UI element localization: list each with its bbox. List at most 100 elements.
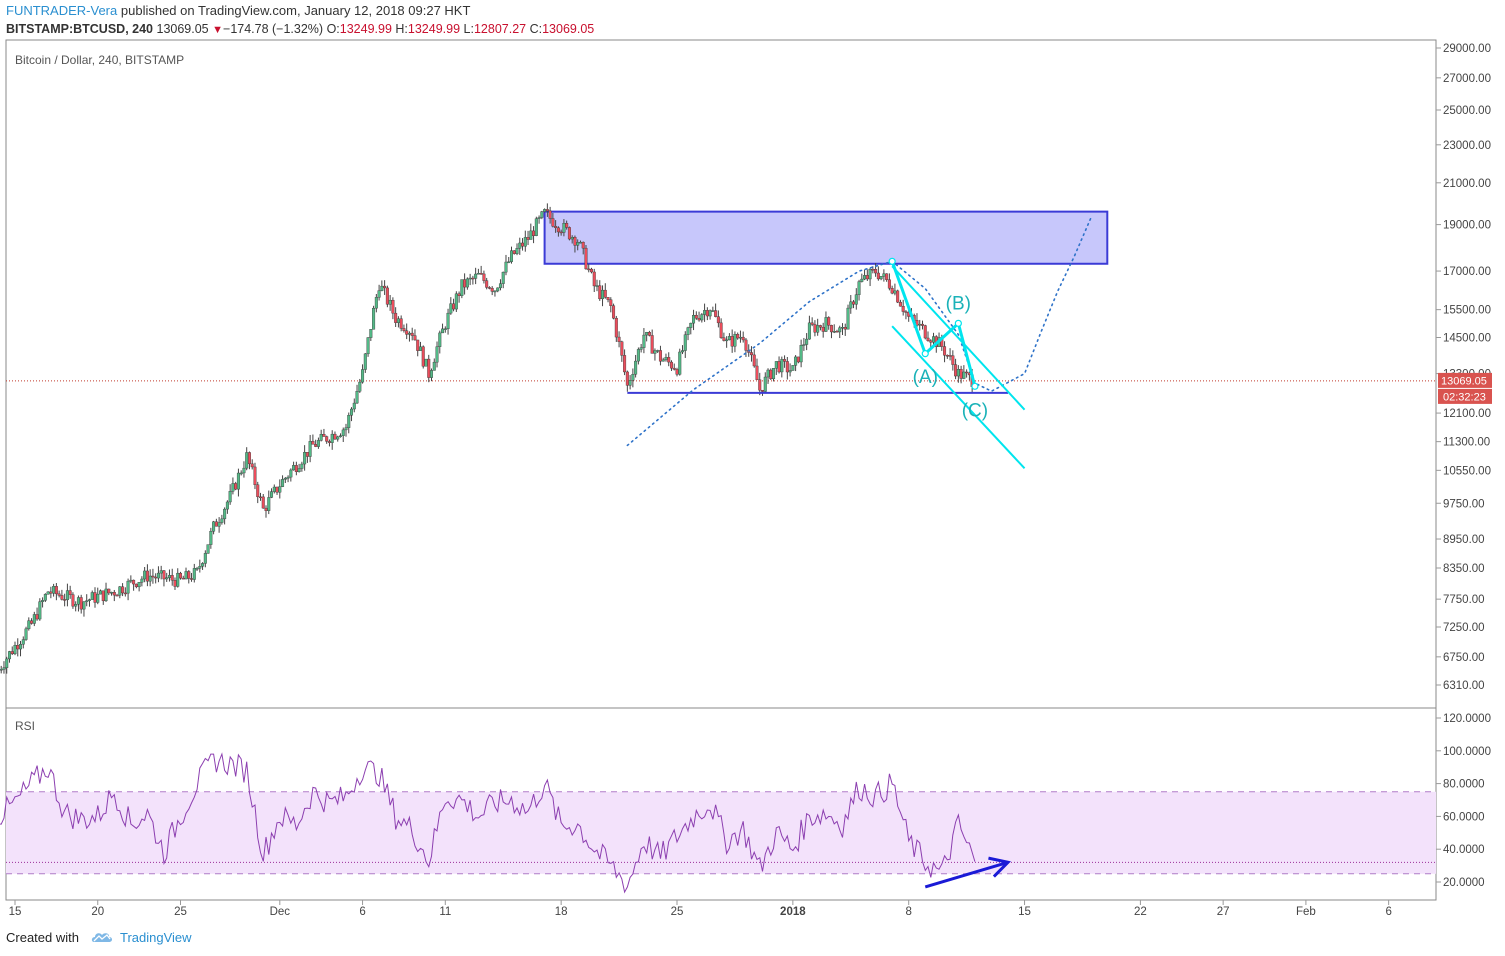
candle-up [27,620,31,630]
candle-up [159,570,163,574]
rsi-tick-label: 80.0000 [1443,779,1485,791]
candle-up [344,427,348,431]
wave-point [888,257,896,265]
candle-down [876,272,880,280]
candle-up [407,332,411,335]
candle-up [165,577,169,580]
candle-up [846,307,850,330]
candle-up [46,591,50,595]
channel-line [891,265,1026,411]
candle-up [518,242,522,249]
wave-label: (A) [913,367,938,388]
price-tick-label: 27000.00 [1443,73,1491,85]
candle-up [956,369,960,377]
candle-up [126,580,130,594]
candle-up [708,310,712,317]
candle-up [203,553,207,564]
candle-up [868,269,872,280]
candle-down [865,275,869,280]
candle-down [325,436,329,442]
wave-line [890,260,927,355]
high-label: H: [395,22,408,36]
candle-up [297,468,301,473]
candle-up [65,590,69,601]
candle-up [496,287,500,292]
candle-up [303,452,307,465]
candle-up [882,273,886,277]
candle-down [650,335,654,354]
candle-down [154,576,158,579]
candle-up [148,575,152,582]
candle-up [824,317,828,332]
candle-down [173,580,177,587]
candle-down [829,325,833,333]
candle-down [68,590,72,595]
candle-down [30,620,34,624]
candle-up [686,327,690,335]
candle-down [145,570,149,582]
candle-up [195,568,199,570]
price-tick-label: 17000.00 [1443,266,1491,278]
candle-up [763,376,767,392]
candle-down [181,577,185,580]
candle-down [101,590,105,602]
candle-down [134,583,138,588]
countdown-tag-label: 02:32:23 [1443,391,1486,403]
candle-up [860,278,864,282]
candle-up [681,350,685,353]
candle-up [308,441,312,457]
candle-up [201,563,205,567]
tradingview-link[interactable]: TradingView [120,930,192,945]
price-tick-label: 6310.00 [1443,680,1485,692]
candle-up [857,281,861,295]
wave-line [956,322,977,387]
candle-up [893,290,897,294]
time-tick-label: 18 [555,906,568,918]
candle-up [595,285,599,287]
price-tick-label: 7250.00 [1443,622,1485,634]
candle-up [601,289,605,300]
chart-frame [5,39,1437,901]
candle-up [534,218,538,236]
candle-down [394,312,398,323]
candle-up [223,508,227,520]
countdown-tag [1438,388,1492,404]
candle-up [90,592,94,600]
candle-up [493,290,497,293]
candle-down [112,591,116,596]
candle-up [766,369,770,378]
rsi-tick-label: 60.0000 [1443,811,1485,823]
candle-down [965,371,969,374]
time-tick-label: 22 [1134,906,1147,918]
candle-up [628,380,632,386]
candle-up [143,570,147,580]
candle-down [592,271,596,287]
candle-up [631,374,635,381]
candle-up [504,261,508,273]
candle-down [852,301,856,305]
candle-up [192,568,196,580]
price-tick-label: 8950.00 [1443,534,1485,546]
candle-up [774,361,778,369]
candle-up [507,261,511,263]
candle-up [476,273,480,275]
candle-up [639,347,643,350]
rsi-line [0,752,976,894]
candle-up [642,334,646,348]
candle-down [603,289,607,298]
candle-down [512,250,516,254]
price-pane: (A) (B) (C) [0,203,1436,674]
chart-canvas[interactable]: Bitcoin / Dollar, 240, BITSTAMP RSI (A)(… [0,0,1505,925]
candle-down [214,521,218,527]
candle-down [620,341,624,356]
wave-point [954,319,962,327]
candle-down [311,441,315,445]
price-tick-label: 19000.00 [1443,220,1491,232]
candle-down [647,331,651,336]
candle-up [270,491,274,498]
candle-up [772,368,776,380]
candle-down [416,339,420,351]
candle-down [123,592,127,595]
author-link[interactable]: FUNTRADER-Vera [6,3,118,18]
rsi-pane [0,752,1436,894]
